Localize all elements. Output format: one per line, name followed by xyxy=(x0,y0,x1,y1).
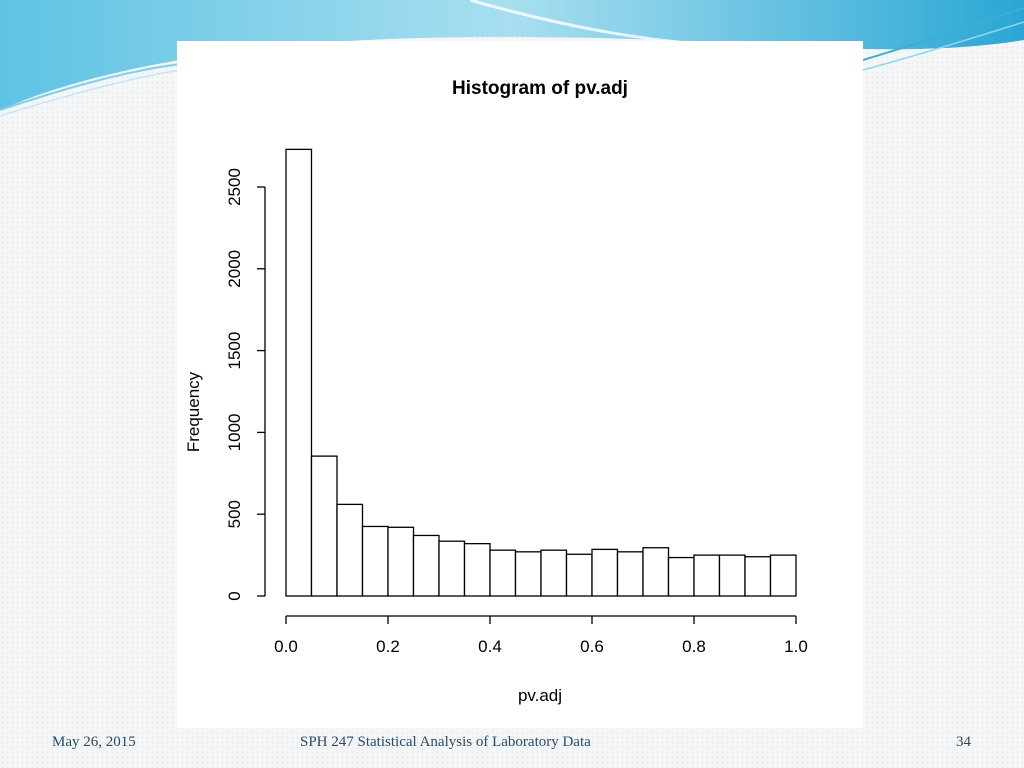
histogram-chart: Histogram of pv.adj pv.adj Frequency 0.0… xyxy=(184,78,808,705)
histogram-bar xyxy=(642,547,670,597)
x-tick-label: 1.0 xyxy=(784,637,808,656)
x-tick-label: 0.4 xyxy=(478,637,502,656)
x-tick-label: 0.0 xyxy=(274,637,298,656)
histogram-bar xyxy=(412,534,440,597)
histogram-bar xyxy=(285,148,313,597)
histogram-bar xyxy=(336,503,364,597)
histogram-bars xyxy=(285,148,797,597)
histogram-bar xyxy=(361,525,389,597)
histogram-bar xyxy=(438,540,466,597)
histogram-bar xyxy=(387,526,415,597)
y-tick-label: 500 xyxy=(225,500,244,528)
histogram-bar xyxy=(540,549,568,597)
x-tick-label: 0.2 xyxy=(376,637,400,656)
x-axis: 0.0 0.2 0.4 0.6 0.8 1.0 xyxy=(274,615,808,656)
histogram-bar xyxy=(565,553,593,597)
y-axis-label: Frequency xyxy=(184,371,203,452)
x-tick-label: 0.8 xyxy=(682,637,706,656)
histogram-bar xyxy=(744,556,772,597)
y-tick-label: 1500 xyxy=(225,332,244,370)
footer-date: May 26, 2015 xyxy=(52,734,136,750)
histogram-bar xyxy=(489,549,517,597)
x-tick-label: 0.6 xyxy=(580,637,604,656)
histogram-bar xyxy=(514,551,542,597)
chart-title: Histogram of pv.adj xyxy=(452,78,628,99)
histogram-bar xyxy=(718,554,746,597)
histogram-bar xyxy=(693,554,721,597)
header-wave-decoration xyxy=(0,0,1024,117)
y-tick-label: 0 xyxy=(225,591,244,600)
histogram-bar xyxy=(769,554,797,597)
histogram-figure: Histogram of pv.adj pv.adj Frequency 0.0… xyxy=(177,41,863,728)
y-axis: 0 500 1000 1500 2000 2500 xyxy=(225,168,266,601)
histogram-bar xyxy=(616,551,644,597)
y-tick-label: 2500 xyxy=(225,168,244,206)
histogram-bar xyxy=(667,556,695,597)
histogram-bar xyxy=(310,455,338,597)
y-tick-label: 1000 xyxy=(225,413,244,451)
footer-course-title: SPH 247 Statistical Analysis of Laborato… xyxy=(300,734,591,750)
histogram-bar xyxy=(463,542,491,597)
x-axis-label: pv.adj xyxy=(518,686,562,705)
histogram-bar xyxy=(591,548,619,597)
y-tick-label: 2000 xyxy=(225,250,244,288)
footer-page-number: 34 xyxy=(956,734,971,750)
